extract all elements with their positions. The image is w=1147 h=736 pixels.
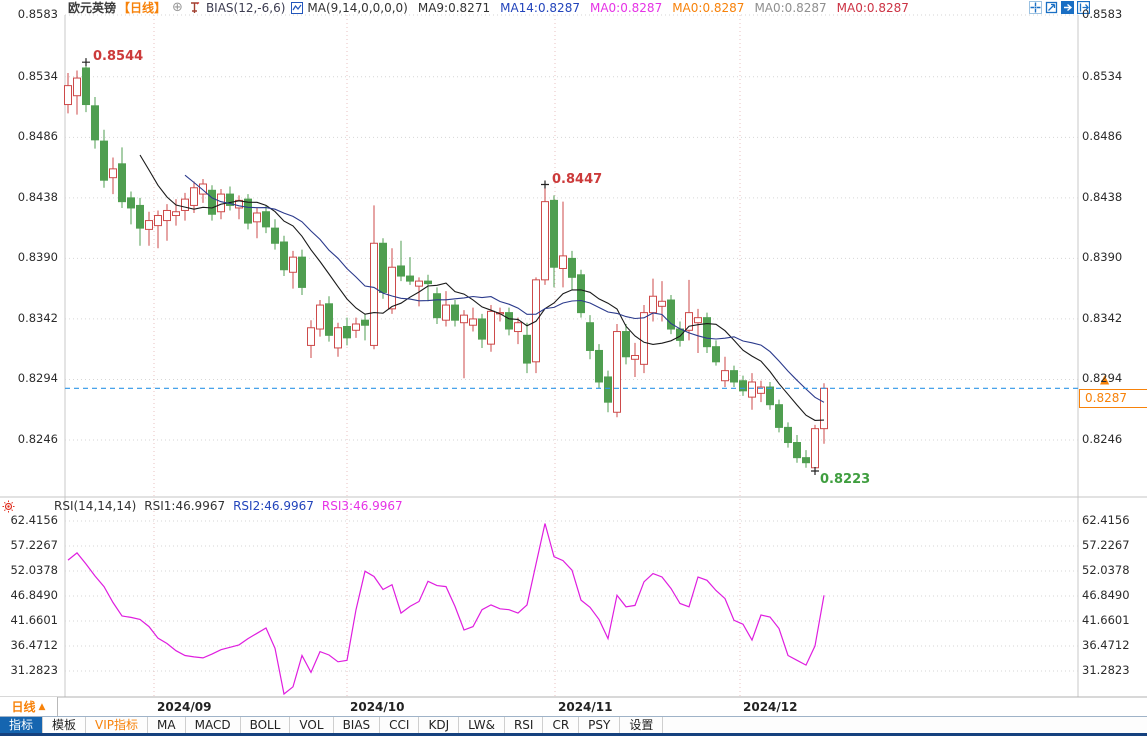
tab-lw[interactable]: LW& [459,717,505,734]
price-axis-label-left: 0.8583 [17,7,58,21]
circle-plus-icon[interactable]: ⊕ [172,0,183,15]
price-axis-label-right: 0.8390 [1082,250,1123,265]
rsi-axis-label-right: 62.4156 [1082,513,1130,527]
tab-vip[interactable]: VIP指标 [86,717,149,734]
rsi-header: RSI(14,14,14) RSI1:46.9967 RSI2:46.9967 RS… [0,499,403,513]
x-axis-date: 2024/11 [558,700,613,714]
tab-rsi[interactable]: RSI [505,717,544,734]
price-chart-canvas[interactable] [0,0,1147,716]
annotation-swing-high-1: 0.8544 [93,49,144,65]
price-up-arrow-icon: ▲ [1100,372,1110,387]
x-axis-date: 2024/10 [350,700,405,714]
rsi-axis-label-right: 57.2267 [1082,538,1130,552]
tab-bias[interactable]: BIAS [334,717,381,734]
price-axis-label-right: 0.8534 [1082,68,1123,83]
ma-value: MA0:0.8287 [589,0,663,15]
rsi-axis-label-right: 46.8490 [1082,587,1130,602]
x-axis-date: 2024/12 [743,700,798,714]
price-axis-label-right: 0.8486 [1082,129,1123,144]
price-axis-label-left: 0.8486 [17,129,58,144]
tab-settings[interactable]: 设置 [620,717,664,734]
annotation-swing-low: 0.8223 [820,472,871,487]
tab-cr[interactable]: CR [543,717,580,734]
tab-boll[interactable]: BOLL [241,717,291,734]
tab-template[interactable]: 模板 [43,717,87,734]
bias-indicator-label[interactable]: BIAS(12,-6,6) [205,0,286,15]
indicator-tabbar: 指标 模板 VIP指标 MA MACD BOLL VOL BIAS CCI KDJ LW& RSI CR… [0,716,1147,734]
rsi-axis-label-right: 41.6601 [1082,612,1130,627]
pin-icon[interactable] [189,1,200,14]
rsi-values: RSI1:46.9967 RSI2:46.9967 RSI3:46.9967 [136,499,402,513]
chart-toolbar-icons [1029,1,1090,14]
tab-kdj[interactable]: KDJ [419,717,460,734]
rsi-axis-label-left: 36.4712 [10,637,58,652]
tab-indicator[interactable]: 指标 [0,717,44,734]
rsi-axis-label-right: 36.4712 [1082,637,1130,652]
zoom-region-icon[interactable] [1045,1,1058,14]
rsi-axis-label-left: 31.2823 [10,663,58,677]
ma-value: MA9:0.8271 [417,0,491,15]
price-axis-label-right: 0.8583 [1082,7,1123,21]
rsi-axis-label-left: 62.4156 [10,513,58,527]
tab-psy[interactable]: PSY [579,717,621,734]
period-up-triangle-icon: ▲ [38,701,46,712]
price-axis-label-left: 0.8246 [17,432,58,446]
price-axis-label-left: 0.8342 [17,310,58,325]
annotation-swing-high-2: 0.8447 [552,171,603,187]
indicator-settings-icon[interactable] [2,500,15,513]
rsi-value: RSI3:46.9967 [321,499,403,513]
price-axis-label-left: 0.8534 [17,68,58,83]
period-tag[interactable]: 【日线】 [118,1,167,15]
rsi-axis-label-right: 52.0378 [1082,563,1130,577]
ma-values: MA9:0.8271 MA14:0.8287 MA0:0.8287 MA0:0.828… [408,1,909,15]
price-axis-label-right: 0.8438 [1082,189,1123,204]
rsi-axis-label-left: 57.2267 [10,538,58,552]
ma-value: MA0:0.8287 [754,0,827,15]
rsi-axis-label-left: 41.6601 [10,612,58,627]
ma-value: MA14:0.8287 [500,0,580,15]
tab-cci[interactable]: CCI [380,717,420,734]
bottom-strip [0,733,1147,736]
ma-value: MA0:0.8287 [672,0,745,15]
price-axis-label-right: 0.8294 [1082,371,1123,386]
tab-macd[interactable]: MACD [186,717,241,734]
tab-vol[interactable]: VOL [290,717,334,734]
rsi-value: RSI1:46.9967 [144,499,226,513]
current-price-tag: 0.8287 [1079,389,1147,409]
price-axis-label-left: 0.8438 [17,189,58,204]
jump-to-latest-icon[interactable] [1077,1,1090,14]
price-axis-label-left: 0.8390 [17,250,58,265]
rsi-label[interactable]: RSI(14,14,14) [54,499,137,513]
crosshair-pan-icon[interactable] [1029,1,1042,14]
rsi-axis-label-left: 46.8490 [10,587,58,602]
period-selector[interactable]: 日线 ▲ [0,697,58,716]
price-axis-label-right: 0.8342 [1082,310,1123,325]
period-selector-label: 日线 [11,700,36,714]
chart-header: 欧元英镑 【日线】 ⊕ BIAS(12,-6,6) MA(9,14,0,0,0,… [0,0,1147,15]
tab-ma[interactable]: MA [148,717,186,734]
rsi-axis-label-left: 52.0378 [10,563,58,577]
play-forward-icon[interactable] [1061,1,1074,14]
price-axis-label-right: 0.8246 [1082,432,1123,446]
ma-chart-icon[interactable] [291,1,304,14]
symbol-name: 欧元英镑 [68,1,117,15]
x-axis-date: 2024/09 [157,700,212,714]
price-axis-label-left: 0.8294 [17,371,58,386]
ma-value: MA0:0.8287 [836,0,909,15]
rsi-value: RSI2:46.9967 [233,499,314,513]
rsi-axis-label-right: 31.2823 [1082,663,1130,677]
ma-settings-label[interactable]: MA(9,14,0,0,0,0) [307,0,408,15]
